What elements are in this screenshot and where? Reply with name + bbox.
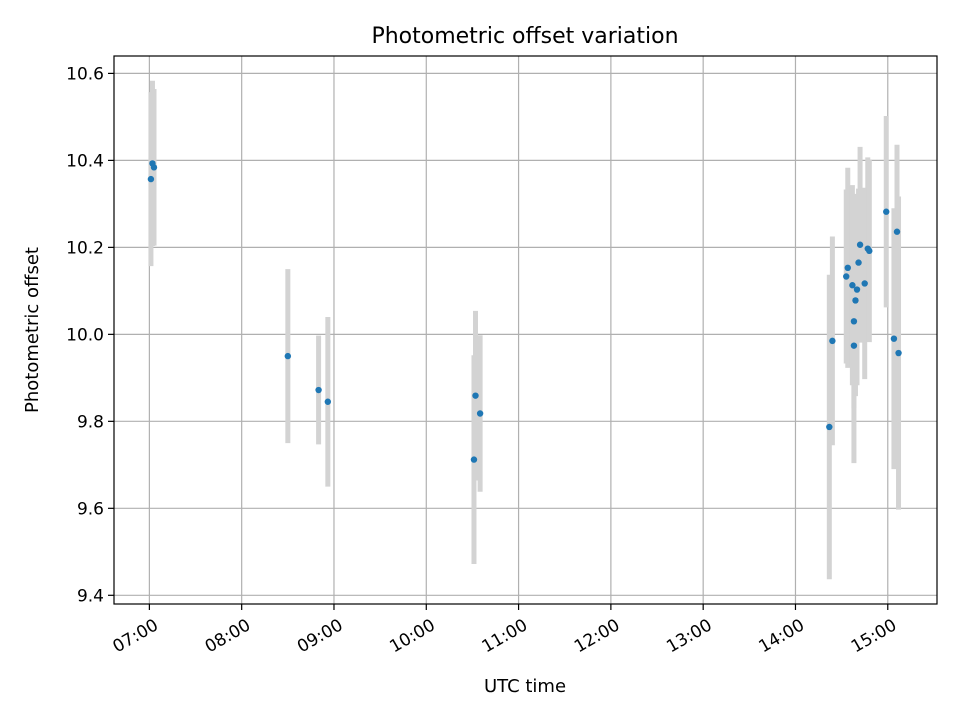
- data-point: [861, 280, 868, 287]
- data-point: [850, 342, 858, 349]
- data-point: [853, 286, 861, 293]
- y-tick-label: 10.2: [66, 238, 104, 258]
- data-point: [470, 456, 478, 463]
- data-points: [147, 160, 902, 463]
- data-point: [893, 228, 901, 235]
- y-tick-label: 10.4: [66, 151, 104, 171]
- x-tick-label: 07:00: [109, 615, 161, 657]
- data-point: [829, 337, 836, 345]
- x-tick-label: 09:00: [294, 615, 346, 657]
- error-bars: [148, 80, 902, 580]
- x-tick-label: 14:00: [756, 615, 808, 657]
- data-point: [849, 282, 856, 289]
- x-axis-ticks: 07:00 08:00 09:00 10:00 11:00 12:00 13:00 14:00…: [109, 604, 900, 657]
- data-point: [855, 259, 862, 266]
- y-tick-label: 9.6: [77, 499, 104, 519]
- plot-frame: [113, 55, 938, 605]
- data-point: [826, 423, 833, 431]
- y-tick-label: 10.0: [66, 325, 104, 345]
- data-point: [866, 247, 873, 255]
- data-point: [844, 264, 851, 272]
- data-point: [150, 164, 158, 171]
- x-tick-label: 15:00: [848, 615, 900, 657]
- y-tick-label: 9.4: [77, 586, 104, 606]
- x-tick-label: 10:00: [386, 615, 438, 657]
- y-axis-label: Photometric offset: [22, 247, 43, 413]
- x-tick-label: 13:00: [663, 615, 715, 657]
- y-tick-label: 10.6: [66, 64, 104, 84]
- data-point: [147, 175, 155, 183]
- data-point: [895, 349, 902, 357]
- data-point: [315, 386, 322, 394]
- data-point: [856, 241, 864, 248]
- data-point: [883, 208, 890, 215]
- data-point: [850, 318, 858, 325]
- data-point: [852, 297, 859, 304]
- data-point: [472, 392, 479, 399]
- data-point: [284, 352, 292, 360]
- x-axis-label: UTC time: [484, 676, 566, 697]
- grid-lines: [114, 56, 937, 604]
- data-point: [324, 398, 332, 405]
- y-tick-label: 9.8: [77, 412, 104, 432]
- y-axis-ticks: 9.4 9.6 9.8 10.0 10.2 10.4 10.6: [66, 64, 114, 606]
- x-tick-label: 12:00: [571, 615, 623, 657]
- data-point: [843, 273, 850, 280]
- data-point: [890, 335, 898, 342]
- data-point: [476, 410, 484, 417]
- x-tick-label: 11:00: [479, 615, 531, 657]
- x-tick-label: 08:00: [202, 615, 254, 657]
- chart-title: Photometric offset variation: [371, 24, 678, 49]
